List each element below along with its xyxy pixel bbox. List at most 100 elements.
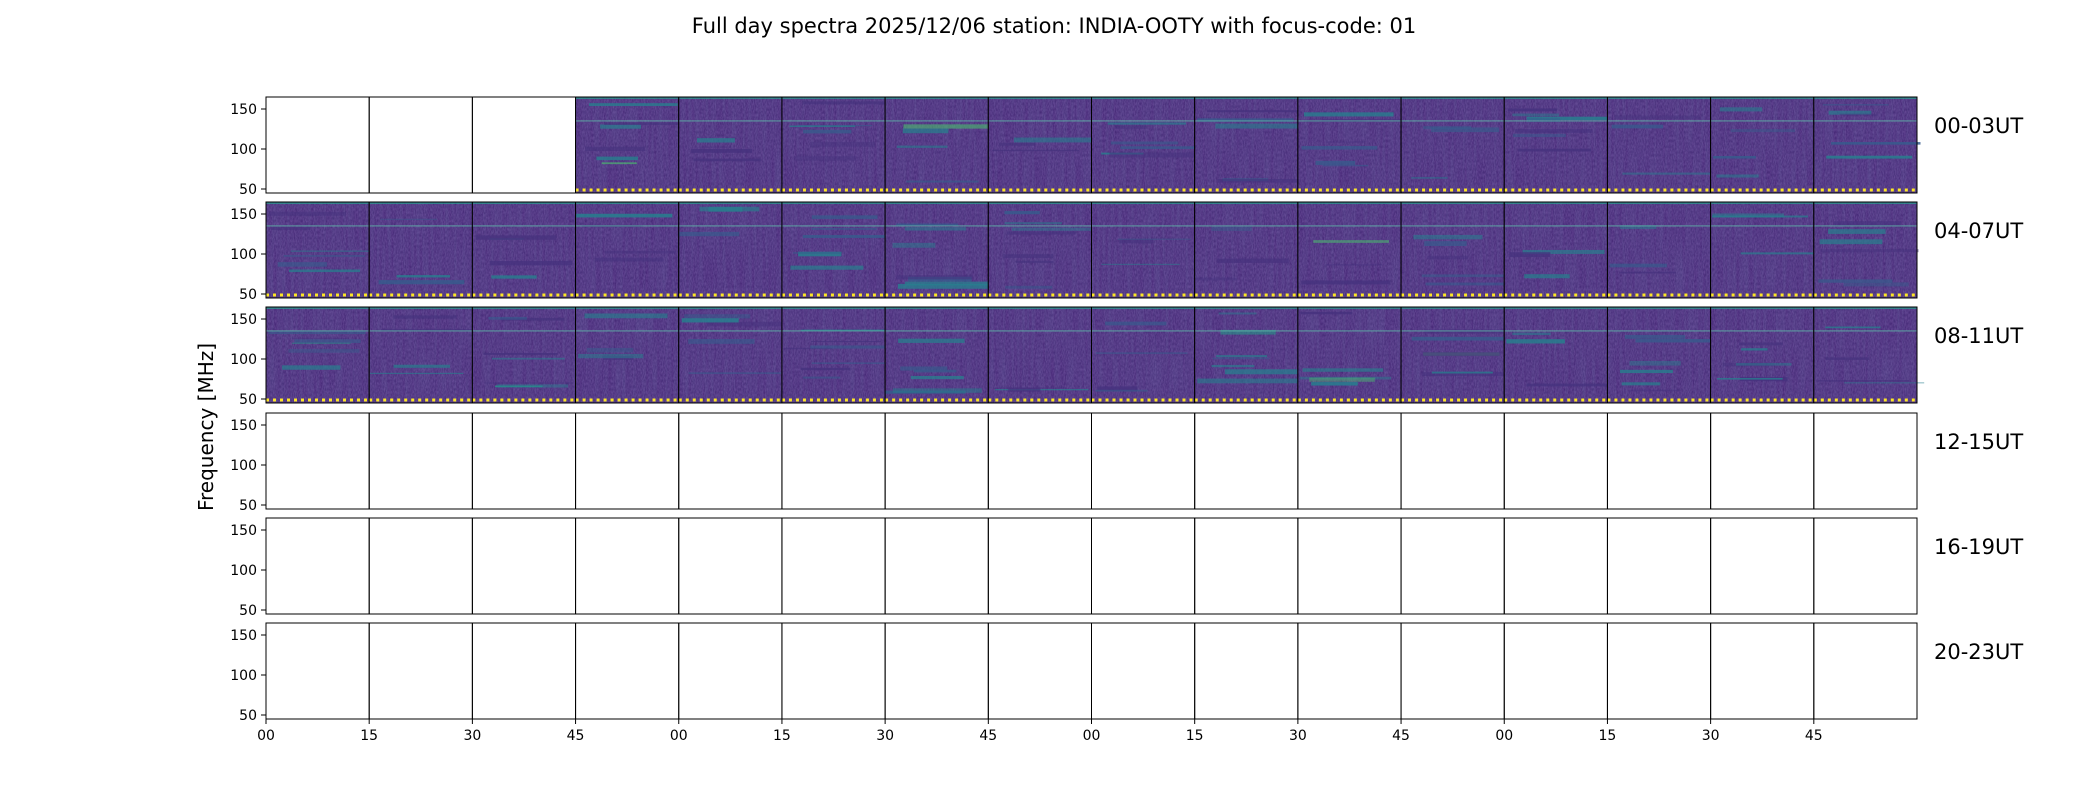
spectrum-streaks xyxy=(1401,202,1505,298)
emission-band xyxy=(1311,382,1358,386)
spectrum-panel xyxy=(1503,412,1608,510)
spectrum-panel xyxy=(471,201,577,299)
y-tick-label: 50 xyxy=(239,708,257,724)
emission-band xyxy=(790,265,864,270)
emission-band xyxy=(584,313,668,319)
emission-band xyxy=(1011,227,1097,231)
panel-frame xyxy=(471,412,577,510)
emission-band xyxy=(578,353,644,359)
panel-frame xyxy=(781,622,886,720)
spectrum-panel xyxy=(575,412,680,510)
x-tick-label: 00 xyxy=(670,728,688,744)
y-tick-label: 150 xyxy=(230,628,257,644)
emission-band xyxy=(601,162,637,165)
band-line xyxy=(1091,120,1195,122)
emission-band xyxy=(1013,137,1092,143)
panel-frame xyxy=(1091,622,1196,720)
spectrum-streaks xyxy=(1297,307,1402,403)
emission-band xyxy=(1512,332,1551,336)
panel-frame xyxy=(575,622,680,720)
x-tick-label: 15 xyxy=(360,728,378,744)
panel-frame xyxy=(1297,412,1402,510)
emission-band xyxy=(897,283,990,289)
spectrum-panel xyxy=(1813,622,1918,720)
emission-band xyxy=(1110,141,1179,145)
figure-title: Full day spectra 2025/12/06 station: IND… xyxy=(692,14,1416,38)
emission-band xyxy=(1325,264,1383,266)
emission-band xyxy=(691,149,753,153)
emission-band xyxy=(1325,141,1365,143)
spectrum-panel xyxy=(1194,622,1299,720)
emission-band xyxy=(1621,382,1661,386)
spectrum-panel xyxy=(1503,517,1608,615)
emission-band xyxy=(794,156,857,161)
spectrum-streaks xyxy=(1194,97,1298,193)
spectrum-panel xyxy=(1400,96,1505,194)
emission-band xyxy=(1833,221,1902,226)
top-strip xyxy=(1813,307,1917,309)
emission-band xyxy=(1512,133,1566,138)
emission-band xyxy=(802,101,888,105)
x-tick-label: 15 xyxy=(773,728,791,744)
band-line xyxy=(472,330,576,332)
emission-band xyxy=(1095,352,1188,355)
spectrum-panel xyxy=(1297,517,1402,615)
top-strip xyxy=(1194,307,1298,309)
spectrum-panel xyxy=(987,517,1092,615)
top-strip xyxy=(1504,202,1608,204)
spectrum-panel xyxy=(1194,96,1307,194)
emission-band xyxy=(380,218,437,220)
top-strip xyxy=(266,202,370,204)
spectrum-panel xyxy=(1503,201,1608,299)
spectrum-panel xyxy=(575,201,680,299)
emission-band xyxy=(1313,240,1389,243)
panel-frame xyxy=(884,622,989,720)
emission-band xyxy=(1635,339,1725,343)
spectrum-panel xyxy=(1813,412,1918,510)
band-line xyxy=(1401,120,1505,122)
spectrum-streaks xyxy=(472,307,576,403)
emission-band xyxy=(1097,386,1138,392)
band-line xyxy=(885,330,989,332)
spectrum-panel xyxy=(1606,201,1712,299)
emission-band xyxy=(500,317,564,321)
spectrum-panel xyxy=(1194,201,1299,299)
spectrum-panel xyxy=(1400,306,1506,404)
top-strip xyxy=(1813,202,1917,204)
emission-band xyxy=(269,211,346,216)
y-tick-label: 50 xyxy=(239,392,257,408)
emission-band xyxy=(1215,123,1302,129)
y-tick-label: 100 xyxy=(230,563,257,579)
band-line xyxy=(575,330,679,332)
band-line xyxy=(988,330,1092,332)
spectrum-panel xyxy=(1194,306,1299,404)
emission-band xyxy=(396,275,451,278)
spectrum-streaks xyxy=(781,307,886,403)
emission-band xyxy=(904,281,995,286)
spectrum-panel xyxy=(1813,201,1919,299)
band-line xyxy=(1504,330,1608,332)
panel-frame xyxy=(471,622,577,720)
emission-band xyxy=(992,149,1080,152)
emission-band xyxy=(1095,389,1148,392)
panel-frame xyxy=(265,517,370,615)
panel-frame xyxy=(1091,412,1196,510)
panel-frame xyxy=(265,622,370,720)
emission-band xyxy=(793,252,842,254)
emission-band xyxy=(1105,321,1167,326)
spectrum-panel xyxy=(884,622,989,720)
emission-band xyxy=(1506,339,1565,344)
spectrum-panel xyxy=(678,306,791,404)
y-tick-label: 150 xyxy=(230,418,257,434)
emission-band xyxy=(913,369,957,373)
emission-band xyxy=(1423,126,1472,130)
emission-band xyxy=(1526,383,1608,387)
emission-band xyxy=(1712,213,1784,218)
emission-band xyxy=(1629,360,1681,366)
spectrum-panel xyxy=(471,412,577,510)
band-line xyxy=(1504,120,1608,122)
spectrum-panel xyxy=(1400,412,1505,510)
spectrum-streaks xyxy=(988,202,1092,298)
emission-band xyxy=(291,337,350,339)
spectrum-panel xyxy=(987,306,1092,404)
